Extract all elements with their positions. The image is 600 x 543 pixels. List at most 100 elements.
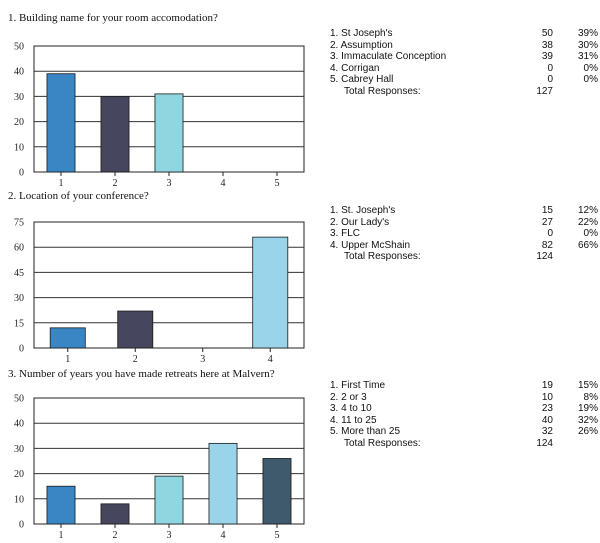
response-count: 0 — [547, 62, 553, 74]
y-tick-label: 15 — [14, 318, 24, 329]
response-label: 2. Assumption — [330, 39, 393, 51]
bar-3 — [154, 475, 184, 525]
x-tick-label: 1 — [59, 530, 64, 541]
x-tick-label: 5 — [275, 178, 280, 189]
response-label: 1. St. Joseph's — [330, 205, 396, 216]
x-tick-label: 3 — [167, 178, 172, 189]
response-percent: 0% — [583, 228, 598, 239]
response-count: 82 — [541, 239, 553, 251]
plot-frame — [33, 221, 305, 349]
response-label: 4. Corrigan — [330, 62, 380, 74]
response-count: 23 — [541, 403, 553, 414]
question-1-title: 1. Building name for your room accomodat… — [8, 12, 218, 24]
bar-2 — [100, 503, 130, 525]
response-percent: 12% — [577, 205, 598, 216]
y-tick-label: 50 — [14, 394, 24, 405]
x-tick-label: 4 — [221, 178, 226, 189]
response-row: 2. Our Lady's 27 22% — [330, 217, 598, 229]
response-count: 0 — [547, 228, 553, 239]
response-row: 5. More than 25 32 26% — [330, 426, 598, 438]
y-tick-label: 50 — [14, 42, 24, 53]
response-percent: 0% — [583, 62, 598, 74]
response-count: 50 — [541, 28, 553, 39]
x-tick-label: 2 — [113, 530, 118, 541]
response-percent: 39% — [577, 28, 598, 39]
question-2-chart: 0 15 30 45 60 75 1 2 3 4 — [0, 0, 320, 365]
y-tick-label: 45 — [14, 268, 24, 279]
total-row: Total Responses: 124 — [330, 438, 598, 450]
total-row: Total Responses: 127 — [330, 86, 598, 98]
response-count: 15 — [541, 205, 553, 216]
x-tick-label: 1 — [65, 354, 70, 365]
question-1-chart: 0 10 20 30 40 50 1 2 3 4 5 — [0, 0, 320, 189]
y-tick-label: 0 — [19, 344, 24, 355]
question-2-responses: 1. St. Joseph's 15 12% 2. Our Lady's 27 22% … — [330, 205, 598, 263]
y-tick-label: 30 — [14, 444, 24, 455]
y-tick-label: 30 — [14, 293, 24, 304]
x-tick-label: 2 — [113, 178, 118, 189]
total-label: Total Responses: — [344, 437, 421, 449]
bar-2 — [100, 96, 130, 173]
response-percent: 15% — [577, 380, 598, 391]
response-row: 4. Upper McShain 82 66% — [330, 240, 598, 252]
x-tick-label: 3 — [200, 354, 205, 365]
total-count: 127 — [536, 85, 553, 97]
total-row: Total Responses: 124 — [330, 251, 598, 263]
response-row: 1. St Joseph's 50 39% — [330, 28, 598, 40]
response-row: 1. St. Joseph's 15 12% — [330, 205, 598, 217]
response-count: 0 — [547, 74, 553, 85]
response-percent: 66% — [577, 239, 598, 251]
bar-4 — [252, 236, 289, 349]
total-count: 124 — [536, 437, 553, 449]
response-count: 39 — [541, 51, 553, 62]
x-tick-label: 5 — [275, 530, 280, 541]
response-label: 5. Cabrey Hall — [330, 74, 394, 85]
response-row: 4. Corrigan 0 0% — [330, 63, 598, 75]
total-label: Total Responses: — [344, 251, 421, 262]
response-row: 4. 11 to 25 40 32% — [330, 415, 598, 427]
x-tick-label: 4 — [268, 354, 273, 365]
response-percent: 26% — [577, 426, 598, 437]
response-label: 3. FLC — [330, 228, 361, 239]
response-count: 27 — [541, 216, 553, 228]
y-tick-label: 60 — [14, 243, 24, 254]
response-label: 4. Upper McShain — [330, 239, 411, 251]
response-row: 3. FLC 0 0% — [330, 228, 598, 240]
y-tick-label: 0 — [19, 168, 24, 179]
question-3-title: 3. Number of years you have made retreat… — [8, 368, 275, 380]
response-row: 2. 2 or 3 10 8% — [330, 392, 598, 404]
bar-5 — [262, 458, 292, 525]
bar-1 — [46, 73, 76, 173]
y-tick-label: 40 — [14, 67, 24, 78]
response-label: 2. 2 or 3 — [330, 391, 367, 403]
question-1-bar-chart: 0 10 20 30 40 50 1 2 3 4 5 — [14, 42, 305, 189]
question-3-chart: 0 10 20 30 40 50 1 2 3 4 5 — [14, 394, 305, 541]
total-label: Total Responses: — [344, 85, 421, 97]
response-percent: 30% — [577, 39, 598, 51]
y-tick-label: 40 — [14, 419, 24, 430]
x-tick-label: 1 — [59, 178, 64, 189]
response-count: 19 — [541, 380, 553, 391]
bar-1 — [46, 485, 76, 525]
question-3-responses: 1. First Time 19 15% 2. 2 or 3 10 8% 3. 4 to… — [330, 380, 598, 449]
y-tick-label: 10 — [14, 142, 24, 153]
x-tick-label: 2 — [133, 354, 138, 365]
response-count: 38 — [541, 39, 553, 51]
response-label: 1. First Time — [330, 380, 386, 391]
y-tick-label: 20 — [14, 117, 24, 128]
response-percent: 32% — [577, 414, 598, 426]
y-tick-label: 30 — [14, 92, 24, 103]
response-count: 32 — [541, 426, 553, 437]
response-label: 5. More than 25 — [330, 426, 401, 437]
bar-4 — [208, 442, 238, 525]
question-1-responses: 1. St Joseph's 50 39% 2. Assumption 38 30% 3… — [330, 28, 598, 97]
response-row: 5. Cabrey Hall 0 0% — [330, 74, 598, 86]
response-row: 3. 4 to 10 23 19% — [330, 403, 598, 415]
response-count: 10 — [541, 391, 553, 403]
y-tick-label: 75 — [14, 218, 24, 229]
total-count: 124 — [536, 251, 553, 262]
response-row: 1. First Time 19 15% — [330, 380, 598, 392]
response-label: 3. Immaculate Conception — [330, 51, 447, 62]
response-count: 40 — [541, 414, 553, 426]
question-2-bar-chart: 0 15 30 45 60 75 1 2 3 4 — [14, 218, 305, 365]
